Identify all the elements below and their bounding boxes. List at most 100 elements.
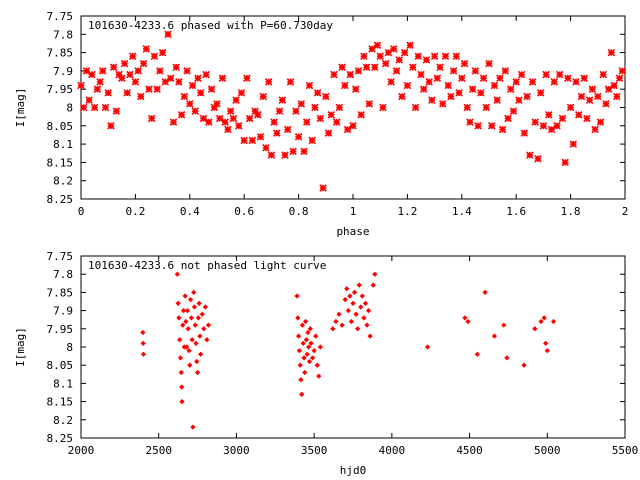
data-point bbox=[496, 74, 504, 82]
data-point bbox=[93, 85, 102, 93]
data-point bbox=[278, 96, 287, 104]
data-point bbox=[196, 300, 202, 306]
data-point bbox=[583, 114, 591, 123]
x-tick-label: 3500 bbox=[301, 444, 328, 457]
data-point bbox=[444, 81, 452, 90]
data-point bbox=[376, 52, 384, 61]
y-tick-label: 8.1 bbox=[53, 377, 73, 390]
data-point bbox=[569, 140, 578, 148]
data-point bbox=[301, 355, 307, 361]
data-point bbox=[482, 289, 488, 296]
data-point bbox=[449, 67, 458, 75]
data-point bbox=[471, 67, 480, 75]
y-tick-label: 7.8 bbox=[53, 28, 73, 41]
data-point bbox=[424, 344, 431, 350]
data-point bbox=[463, 103, 472, 112]
chart-title: 101630-4233.6 phased with P=60.730day bbox=[88, 19, 333, 32]
data-point bbox=[395, 56, 404, 64]
data-point bbox=[545, 111, 553, 119]
y-tick-label: 7.8 bbox=[53, 268, 73, 281]
data-point bbox=[191, 289, 197, 296]
data-point bbox=[139, 59, 148, 68]
data-point bbox=[365, 100, 374, 108]
data-point bbox=[164, 30, 172, 39]
data-point bbox=[213, 100, 221, 108]
data-point bbox=[194, 358, 200, 365]
data-point bbox=[317, 344, 323, 350]
data-point bbox=[346, 70, 355, 79]
data-point bbox=[202, 70, 210, 79]
data-point bbox=[305, 329, 311, 336]
data-point bbox=[169, 118, 178, 126]
data-point bbox=[142, 45, 151, 53]
y-tick-label: 8.05 bbox=[47, 359, 74, 372]
data-point bbox=[364, 322, 370, 328]
data-point bbox=[229, 114, 238, 123]
data-point bbox=[286, 78, 295, 86]
data-point bbox=[542, 70, 550, 79]
data-point bbox=[302, 318, 309, 325]
data-point bbox=[240, 136, 248, 145]
data-point bbox=[309, 355, 316, 361]
data-point bbox=[558, 114, 567, 123]
data-point bbox=[275, 107, 284, 115]
y-tick-label: 8 bbox=[66, 341, 73, 354]
data-point bbox=[190, 424, 196, 430]
data-point bbox=[180, 307, 187, 314]
data-point bbox=[479, 74, 488, 82]
data-point bbox=[126, 70, 134, 79]
data-point bbox=[188, 81, 197, 90]
data-point bbox=[292, 107, 300, 115]
data-point bbox=[207, 85, 216, 93]
data-point bbox=[414, 52, 423, 61]
data-point bbox=[354, 67, 363, 75]
data-point bbox=[490, 81, 499, 90]
data-point bbox=[88, 70, 96, 79]
data-point bbox=[295, 315, 301, 321]
data-point bbox=[307, 326, 313, 332]
data-point bbox=[462, 315, 468, 321]
data-point bbox=[345, 307, 351, 314]
data-point bbox=[398, 92, 406, 101]
data-point bbox=[485, 59, 493, 68]
data-point bbox=[226, 107, 235, 115]
data-point bbox=[604, 85, 613, 93]
data-point bbox=[411, 103, 420, 112]
data-point bbox=[96, 78, 104, 86]
y-tick-label: 7.75 bbox=[47, 10, 74, 23]
x-tick-label: 0.2 bbox=[125, 205, 145, 218]
data-point bbox=[221, 118, 229, 126]
data-point bbox=[166, 74, 175, 82]
data-point bbox=[128, 52, 137, 61]
data-point bbox=[338, 63, 346, 72]
x-tick-label: 5000 bbox=[534, 444, 561, 457]
phased-light-curve-panel: 0 0.2 0.4 0.6 0.8 1 1.2 1.4 1.6 1.8 2 7.75 7.8 7.85 7.… bbox=[14, 10, 628, 238]
data-point bbox=[512, 78, 520, 86]
data-point bbox=[77, 81, 85, 90]
data-point bbox=[566, 103, 575, 112]
data-point bbox=[390, 45, 398, 53]
data-point bbox=[302, 118, 311, 126]
data-point bbox=[517, 70, 526, 79]
data-point bbox=[501, 67, 510, 75]
data-point bbox=[324, 129, 333, 137]
data-point bbox=[607, 48, 616, 57]
data-point bbox=[305, 81, 314, 90]
data-point bbox=[370, 282, 376, 288]
data-point bbox=[295, 333, 302, 339]
data-point bbox=[596, 118, 605, 126]
data-point bbox=[580, 74, 588, 82]
data-point bbox=[297, 362, 303, 368]
data-point bbox=[594, 92, 602, 101]
data-point bbox=[140, 351, 147, 357]
data-point bbox=[528, 78, 537, 86]
data-point bbox=[262, 143, 270, 152]
data-point bbox=[180, 322, 186, 328]
unphased-light-curve-panel: 2000 2500 3000 3500 4000 4500 5000 5500 7.75 7.8 7… bbox=[14, 250, 638, 477]
data-point bbox=[186, 348, 192, 354]
data-point bbox=[254, 111, 262, 119]
data-point bbox=[296, 348, 303, 354]
data-points bbox=[77, 30, 627, 192]
x-tick-label: 2500 bbox=[145, 444, 172, 457]
x-tick-label: 0.8 bbox=[289, 205, 309, 218]
